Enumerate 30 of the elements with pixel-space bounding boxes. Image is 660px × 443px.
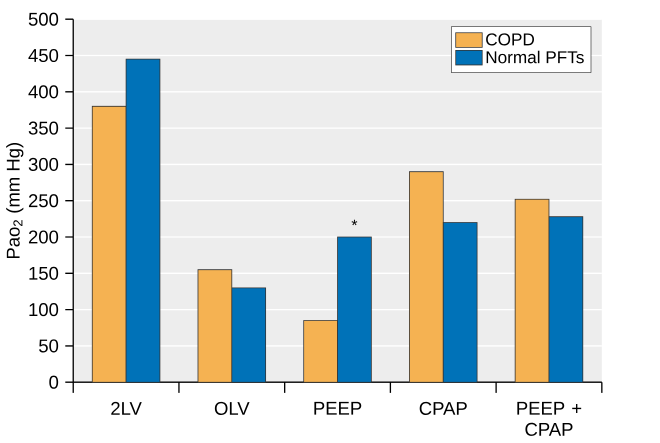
y-tick-label: 350 bbox=[28, 121, 58, 135]
bar bbox=[442, 222, 478, 382]
bar bbox=[198, 269, 232, 382]
bar bbox=[92, 106, 126, 382]
legend-label: COPD bbox=[486, 33, 534, 46]
y-tick-label: 300 bbox=[28, 158, 58, 171]
y-tick-label: 100 bbox=[29, 302, 58, 316]
legend-label: Normal PFTs bbox=[486, 50, 584, 64]
bar bbox=[409, 171, 444, 382]
x-tick-label: OLV bbox=[214, 402, 250, 415]
bar bbox=[231, 287, 266, 382]
bar bbox=[514, 198, 550, 382]
y-tick-label: 250 bbox=[28, 194, 58, 208]
y-tick-label: 150 bbox=[29, 266, 58, 280]
bar bbox=[303, 320, 338, 382]
y-axis-title: Pao$_{2}$ (mm Hg) bbox=[6, 142, 24, 258]
y-tick-label: 450 bbox=[28, 48, 58, 62]
x-tick-label: PEEP bbox=[314, 402, 362, 415]
y-tick-label: 200 bbox=[28, 230, 58, 244]
bar bbox=[337, 236, 372, 382]
y-tick-label: 50 bbox=[39, 339, 58, 352]
y-tick-label: 0 bbox=[49, 376, 58, 389]
x-tick-label: CPAP bbox=[420, 402, 467, 415]
y-tick-label: 400 bbox=[28, 85, 58, 98]
bar bbox=[548, 216, 584, 382]
x-tick-label: PEEP + CPAP bbox=[517, 402, 582, 436]
y-tick-label: 500 bbox=[28, 12, 58, 26]
annotation: * bbox=[352, 220, 358, 226]
bar bbox=[126, 58, 160, 382]
x-tick-label: 2LV bbox=[111, 402, 142, 415]
